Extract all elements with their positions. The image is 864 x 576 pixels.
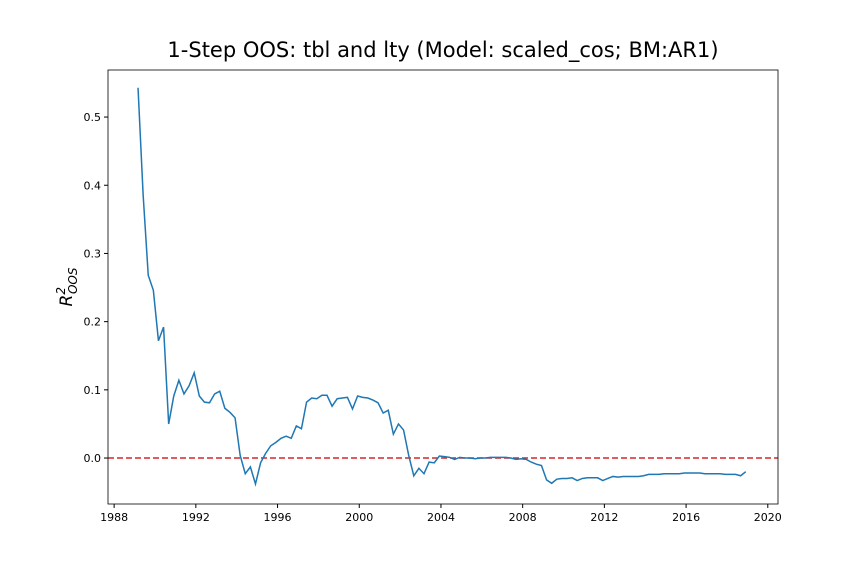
y-label-text: R2OOS [54,267,80,306]
y-tick-label: 0.2 [84,316,102,329]
data-line [137,87,747,487]
y-tick-label: 0.3 [84,247,102,260]
x-tick-label: 2016 [672,511,700,524]
y-label-base: R [57,295,77,307]
y-tick-label: 0.5 [84,111,102,124]
y-axis-label: R2OOS [54,267,80,306]
y-label-sub: OOS [66,267,80,294]
x-tick-label: 1996 [264,511,292,524]
x-tick-label: 1988 [100,511,128,524]
x-tick-label: 2020 [754,511,782,524]
x-tick-label: 2000 [345,511,373,524]
x-tick-label: 2004 [427,511,455,524]
x-tick-label: 2008 [509,511,537,524]
x-tick-label: 1992 [182,511,210,524]
plot-frame [107,69,779,505]
y-tick-label: 0.0 [84,452,102,465]
y-tick-label: 0.4 [84,179,102,192]
x-tick-label: 2012 [590,511,618,524]
y-label-sup: 2 [54,287,68,295]
y-tick-label: 0.1 [84,384,102,397]
chart-title: 1-Step OOS: tbl and lty (Model: scaled_c… [167,38,718,63]
